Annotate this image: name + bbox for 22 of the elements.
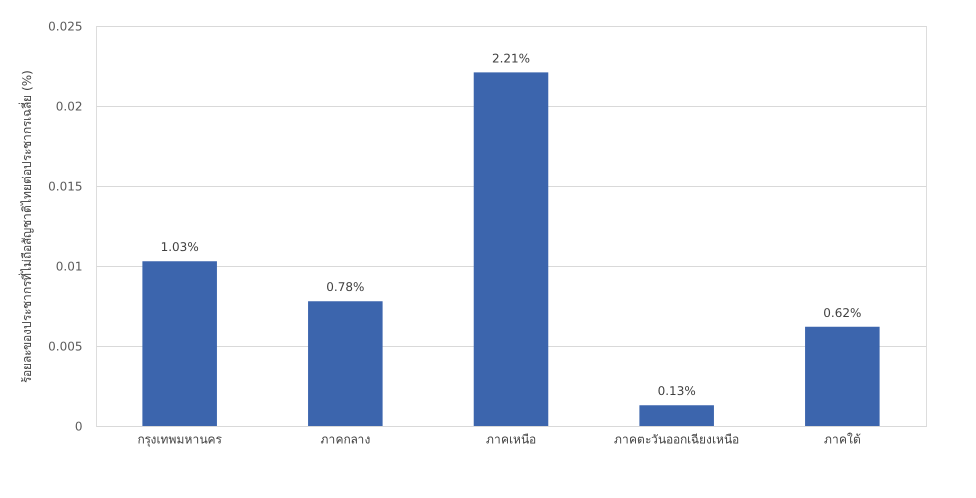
bar	[639, 405, 714, 426]
y-tick-label: 0.01	[56, 260, 82, 274]
bar	[805, 326, 880, 426]
x-tick-label: ภาคกลาง	[320, 432, 370, 446]
bar	[142, 261, 217, 426]
bar	[474, 72, 548, 426]
data-label: 0.62%	[823, 306, 862, 320]
x-tick-label: ภาคใต้	[824, 432, 861, 446]
x-tick-label: กรุงเทพมหานคร	[138, 432, 223, 448]
y-tick-label: 0	[74, 420, 82, 434]
bar	[308, 301, 383, 426]
data-label: 0.78%	[326, 280, 364, 294]
y-tick-label: 0.005	[48, 340, 82, 354]
x-tick-label: ภาคเหนือ	[486, 432, 536, 446]
data-label: 1.03%	[160, 240, 199, 254]
y-axis-title: ร้อยละของประชากรที่ไม่ถือสัญชาติไทยต่อประชากรเฉลี่ย (%)	[18, 70, 34, 383]
y-tick-label: 0.025	[48, 20, 82, 34]
x-tick-label: ภาคตะวันออกเฉียงเหนือ	[614, 432, 740, 446]
y-tick-label: 0.015	[48, 180, 82, 194]
data-label: 2.21%	[492, 51, 530, 66]
y-tick-label: 0.02	[56, 100, 82, 114]
data-label: 0.13%	[658, 384, 696, 398]
